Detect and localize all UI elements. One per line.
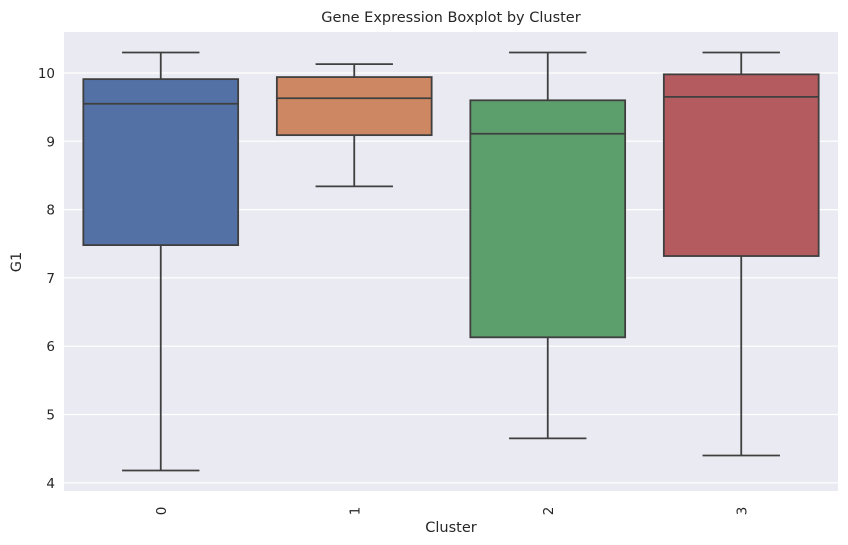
y-tick-label: 7 [46, 271, 55, 287]
x-tick-label: 0 [154, 507, 170, 516]
box-cluster-2 [469, 51, 627, 440]
x-axis-label: Cluster [425, 520, 477, 536]
box-cluster-0 [82, 51, 240, 472]
x-tick-labels: 0 1 2 3 [154, 507, 751, 516]
y-tick-label: 9 [46, 134, 55, 150]
iqr-box [662, 73, 820, 257]
iqr-box [82, 78, 240, 247]
boxes [82, 51, 820, 472]
y-tick-label: 5 [46, 408, 55, 424]
iqr-box [469, 99, 627, 339]
y-tick-label: 6 [46, 339, 55, 355]
box-cluster-1 [275, 63, 433, 188]
chart-title: Gene Expression Boxplot by Cluster [321, 10, 580, 26]
x-tick-label: 2 [541, 507, 557, 516]
y-tick-labels: 4 5 6 7 8 9 10 [38, 66, 55, 492]
iqr-box [275, 76, 433, 137]
y-tick-label: 8 [46, 203, 55, 219]
x-tick-label: 3 [734, 507, 750, 516]
y-tick-label: 4 [46, 476, 55, 492]
box-cluster-3 [662, 51, 820, 457]
y-tick-label: 10 [38, 66, 55, 82]
y-axis-label: G1 [9, 252, 25, 272]
x-tick-label: 1 [347, 507, 363, 516]
